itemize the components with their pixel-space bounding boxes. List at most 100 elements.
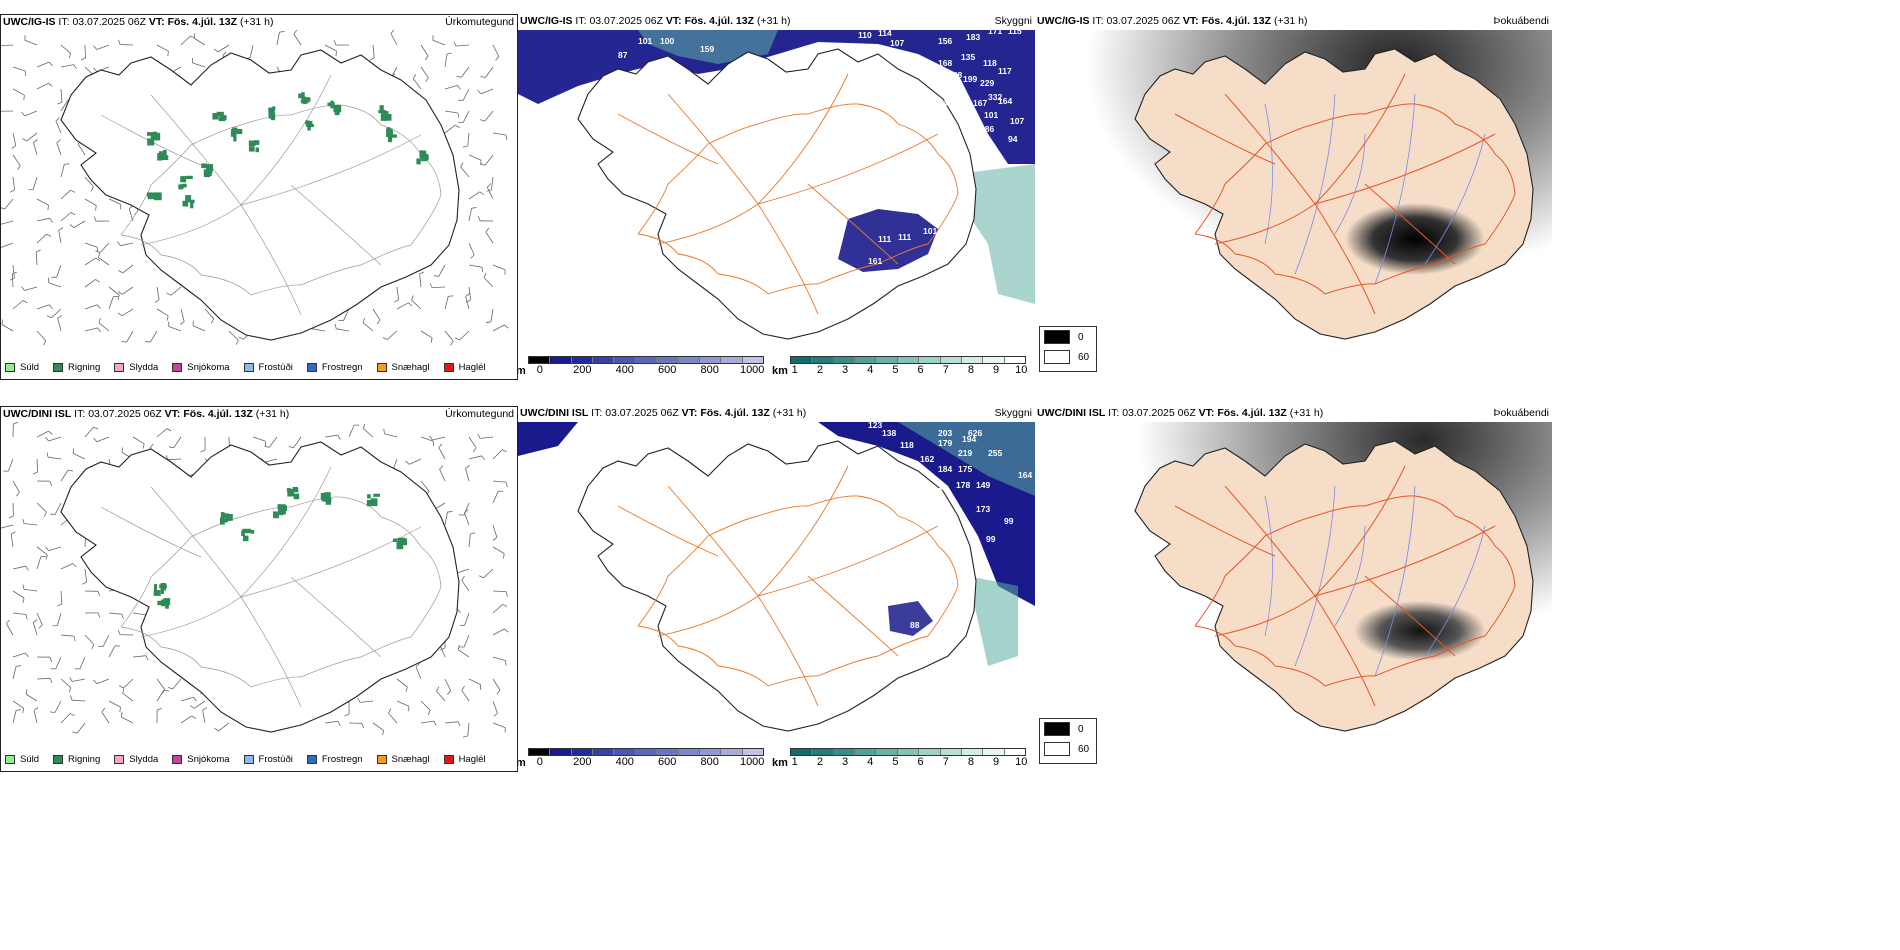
- wind-barb-flag: [505, 134, 508, 140]
- colorbar-tick: 8: [967, 364, 974, 376]
- wind-barb-flag: [457, 112, 460, 118]
- wind-barb-flag: [55, 117, 60, 122]
- wind-barb-flag: [337, 435, 341, 440]
- cloudbase-label: 99: [1004, 516, 1014, 526]
- colorbar-cell: [721, 357, 743, 363]
- wind-barb-flag: [458, 99, 464, 101]
- wind-barb: [35, 251, 38, 266]
- cloudbase-label: 186: [980, 124, 994, 134]
- rain-cell: [293, 493, 300, 500]
- wind-barb: [388, 712, 398, 724]
- road-segment: [1314, 73, 1406, 205]
- colorbar-tick: 10: [1015, 756, 1028, 768]
- wind-barb: [24, 286, 38, 291]
- wind-barb: [1, 242, 14, 248]
- wind-barb-flag: [46, 452, 49, 458]
- wind-barb: [390, 33, 398, 46]
- legend-swatch: [53, 754, 64, 764]
- colorbar-cell: [550, 357, 572, 363]
- wind-barb-flag: [470, 532, 476, 535]
- wind-barb: [484, 154, 494, 166]
- wind-barb-flag: [97, 591, 101, 597]
- wind-barb: [156, 689, 165, 702]
- wind-barb: [108, 612, 122, 615]
- road-segment: [360, 244, 412, 266]
- rain-cell: [384, 113, 392, 121]
- wind-barb-flag: [472, 447, 477, 453]
- wind-barb: [492, 546, 505, 554]
- road-segment: [1454, 515, 1496, 547]
- wind-barb-flag: [93, 216, 97, 222]
- wind-barb: [492, 449, 503, 460]
- wind-barb: [420, 330, 433, 339]
- wind-barb-flag: [121, 614, 124, 620]
- colorbar-cell: [678, 357, 700, 363]
- rain-cell: [221, 513, 229, 518]
- panel-header: UWC/DINI ISL IT: 03.07.2025 06Z VT: Fös.…: [1, 407, 517, 421]
- cloudbase-label: 626: [968, 428, 982, 438]
- cloudbase-label: 111: [898, 232, 912, 242]
- wind-barb: [24, 589, 38, 592]
- rain-cell: [272, 106, 276, 111]
- wind-barb-flag: [121, 447, 124, 453]
- wind-barb: [33, 142, 38, 156]
- rain-cell: [250, 529, 255, 534]
- cloudbase-ticks: 0 200 400 600 800 1000: [528, 364, 765, 376]
- wind-barb: [77, 143, 86, 156]
- wind-barb-flag: [168, 446, 174, 449]
- cloudbase-label: 255: [988, 448, 1002, 458]
- road-segment: [897, 515, 939, 547]
- fog-map-svg: [1035, 422, 1552, 772]
- rain-cell: [307, 124, 311, 131]
- wind-barb: [480, 88, 494, 95]
- rain-cell: [165, 604, 169, 609]
- wind-barb-flag: [333, 40, 337, 46]
- wind-barb-flag: [460, 162, 464, 168]
- wind-barb: [56, 142, 62, 156]
- cloudbase-label: 147: [938, 98, 952, 108]
- road-segment: [1364, 103, 1416, 115]
- wind-barb: [6, 623, 14, 636]
- wind-barb: [84, 634, 95, 645]
- road-segment: [240, 204, 302, 316]
- wind-barb-flag: [122, 688, 125, 694]
- rain-cell: [242, 535, 249, 542]
- wind-barb: [48, 546, 62, 552]
- wind-barb-flag: [15, 665, 22, 667]
- it-value: 03.07.2025 06Z: [1122, 407, 1196, 419]
- wind-barb: [156, 678, 166, 690]
- wind-barb-flag: [22, 584, 25, 590]
- wind-barb: [121, 308, 134, 317]
- wind-barb-flag: [118, 39, 121, 45]
- wind-barb-flag: [93, 426, 99, 430]
- river-segment: [1294, 485, 1336, 667]
- road-network: [617, 465, 959, 707]
- legend-label: Snjókoma: [187, 361, 230, 373]
- rain-cell: [182, 201, 187, 205]
- wind-barb: [12, 652, 26, 658]
- wind-barb-flag: [357, 697, 361, 703]
- wind-barb: [84, 198, 97, 206]
- rain-cell: [419, 150, 423, 158]
- road-segment: [1224, 143, 1266, 185]
- wind-barb: [55, 120, 62, 134]
- fog-legend-row: 60: [1040, 347, 1096, 367]
- legend-item: Haglél: [443, 754, 486, 765]
- wind-barb-flag: [166, 292, 172, 296]
- rain-cell: [160, 152, 166, 156]
- fog-swatch: [1044, 742, 1070, 756]
- colorbar-cell: [699, 357, 722, 363]
- legend-swatch: [243, 754, 254, 764]
- road-segment: [1434, 243, 1486, 265]
- cloudbase-label: 184: [938, 464, 952, 474]
- cloudbase-label: 107: [890, 38, 904, 48]
- colorbar-tick: 2: [816, 364, 823, 376]
- wind-barb-flag: [461, 575, 465, 581]
- vt-label: VT:: [1182, 15, 1199, 27]
- cloudbase-label: 94: [1008, 134, 1018, 144]
- road-segment: [617, 505, 719, 557]
- cloudbase-label: 167: [973, 98, 987, 108]
- rain-cell: [225, 514, 233, 521]
- wind-barb-flag: [465, 293, 470, 297]
